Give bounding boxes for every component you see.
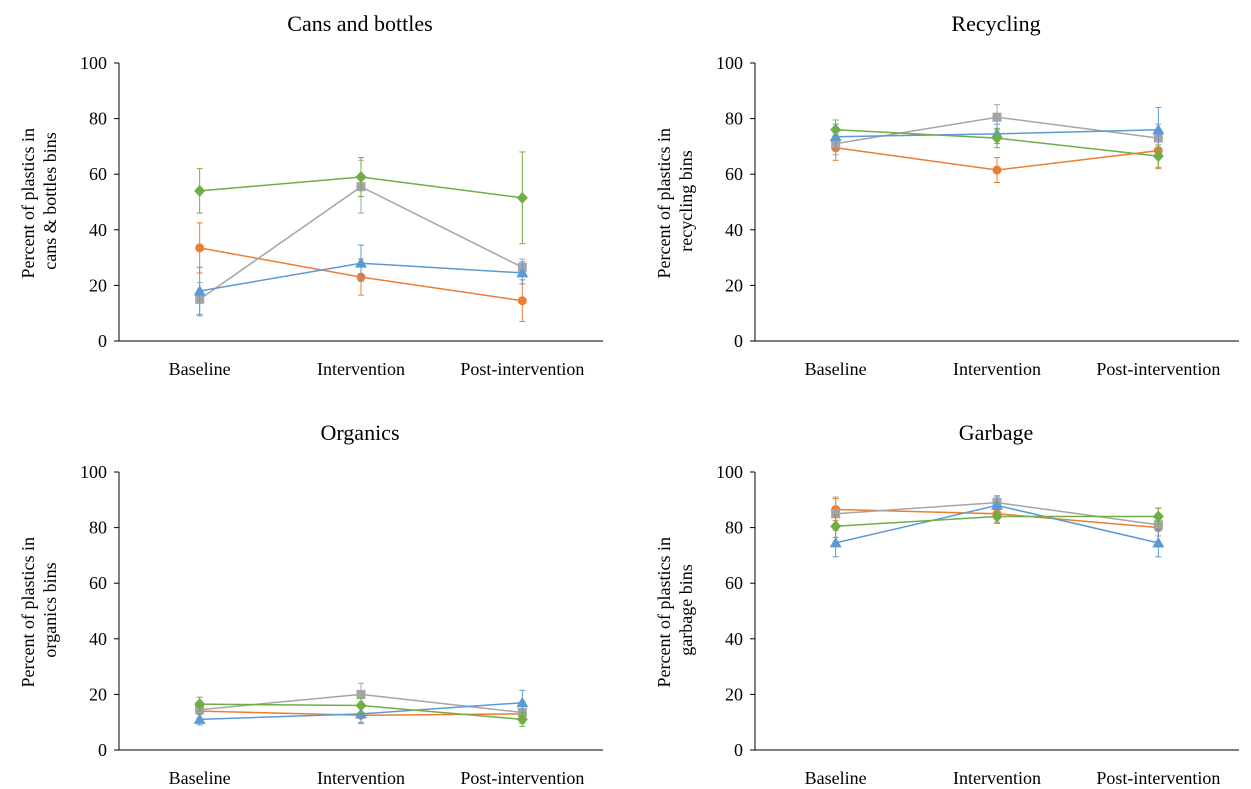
y-tick-label: 20 — [89, 684, 107, 704]
y-tick-label: 60 — [725, 164, 743, 184]
y-axis-label-line-2: recycling bins — [676, 150, 696, 251]
y-axis-label-line-2: organics bins — [40, 562, 60, 657]
x-tick-label: Baseline — [805, 359, 867, 379]
y-axis-label: Percent of plastics in garbage bins — [654, 533, 696, 688]
y-axis-label-line-1: Percent of plastics in — [654, 537, 674, 687]
y-axis-label: Percent of plastics in cans & bottles bi… — [18, 124, 60, 279]
y-tick-label: 40 — [725, 629, 743, 649]
panel-organics: Organics Percent of plastics in organics… — [18, 420, 603, 788]
panel-cans-and-bottles: Cans and bottles Percent of plastics in … — [18, 11, 603, 379]
x-tick-label: Intervention — [953, 359, 1041, 379]
data-point — [516, 266, 529, 278]
data-point — [355, 170, 367, 183]
data-point — [1152, 536, 1165, 548]
y-tick-label: 40 — [89, 629, 107, 649]
data-point — [1152, 123, 1165, 135]
y-tick-label: 0 — [734, 740, 743, 760]
y-tick-label: 0 — [98, 740, 107, 760]
x-tick-label: Post-intervention — [460, 768, 584, 788]
data-point — [1152, 510, 1164, 523]
y-tick-label: 80 — [89, 518, 107, 538]
y-axis-label-line-1: Percent of plastics in — [654, 128, 674, 278]
y-tick-label: 0 — [734, 331, 743, 351]
data-point — [516, 713, 528, 726]
data-point — [194, 698, 206, 711]
y-axis-label: Percent of plastics in recycling bins — [654, 124, 696, 279]
x-tick-label: Baseline — [169, 359, 231, 379]
panel-garbage: Garbage Percent of plastics in garbage b… — [654, 420, 1239, 788]
y-tick-label: 100 — [80, 53, 107, 73]
y-tick-label: 20 — [89, 275, 107, 295]
y-axis-label-line-1: Percent of plastics in — [18, 128, 38, 278]
data-point — [830, 123, 842, 136]
panel-title: Garbage — [959, 420, 1034, 445]
x-tick-label: Intervention — [953, 768, 1041, 788]
y-tick-label: 100 — [80, 462, 107, 482]
data-point — [516, 191, 528, 204]
x-tick-label: Post-intervention — [1096, 359, 1220, 379]
data-point — [355, 699, 367, 712]
x-tick-label: Post-intervention — [1096, 768, 1220, 788]
panel-recycling: Recycling Percent of plastics in recycli… — [654, 11, 1239, 379]
data-point — [516, 696, 529, 708]
data-point — [991, 510, 1003, 523]
y-tick-label: 80 — [89, 109, 107, 129]
y-tick-label: 60 — [725, 573, 743, 593]
y-tick-label: 20 — [725, 275, 743, 295]
data-point — [829, 536, 842, 548]
y-axis-label-line-1: Percent of plastics in — [18, 537, 38, 687]
y-tick-label: 40 — [89, 220, 107, 240]
data-point — [194, 184, 206, 197]
y-tick-label: 60 — [89, 164, 107, 184]
data-point — [1152, 150, 1164, 163]
y-tick-label: 0 — [98, 331, 107, 351]
data-point — [992, 165, 1002, 175]
y-tick-label: 80 — [725, 518, 743, 538]
data-point — [193, 713, 206, 724]
y-tick-label: 100 — [716, 462, 743, 482]
y-tick-label: 40 — [725, 220, 743, 240]
data-point — [992, 112, 1002, 122]
panel-title: Organics — [320, 420, 399, 445]
y-axis-label-line-2: cans & bottles bins — [40, 132, 60, 270]
x-tick-label: Intervention — [317, 359, 405, 379]
x-tick-label: Post-intervention — [460, 359, 584, 379]
panel-title: Cans and bottles — [287, 11, 432, 36]
data-point — [355, 707, 367, 719]
data-point — [193, 284, 206, 296]
y-tick-label: 60 — [89, 573, 107, 593]
data-point — [991, 132, 1003, 145]
x-tick-label: Baseline — [169, 768, 231, 788]
panel-title: Recycling — [951, 11, 1040, 36]
data-point — [830, 520, 842, 533]
y-tick-label: 80 — [725, 109, 743, 129]
y-axis-label-line-2: garbage bins — [676, 564, 696, 655]
y-axis-label: Percent of plastics in organics bins — [18, 533, 60, 688]
x-tick-label: Intervention — [317, 768, 405, 788]
data-point — [355, 257, 367, 268]
data-point — [517, 296, 527, 306]
y-tick-label: 100 — [716, 53, 743, 73]
data-point — [195, 243, 205, 253]
x-tick-label: Baseline — [805, 768, 867, 788]
y-tick-label: 20 — [725, 684, 743, 704]
data-point — [991, 499, 1003, 510]
data-point — [831, 509, 841, 519]
data-point — [356, 689, 366, 699]
